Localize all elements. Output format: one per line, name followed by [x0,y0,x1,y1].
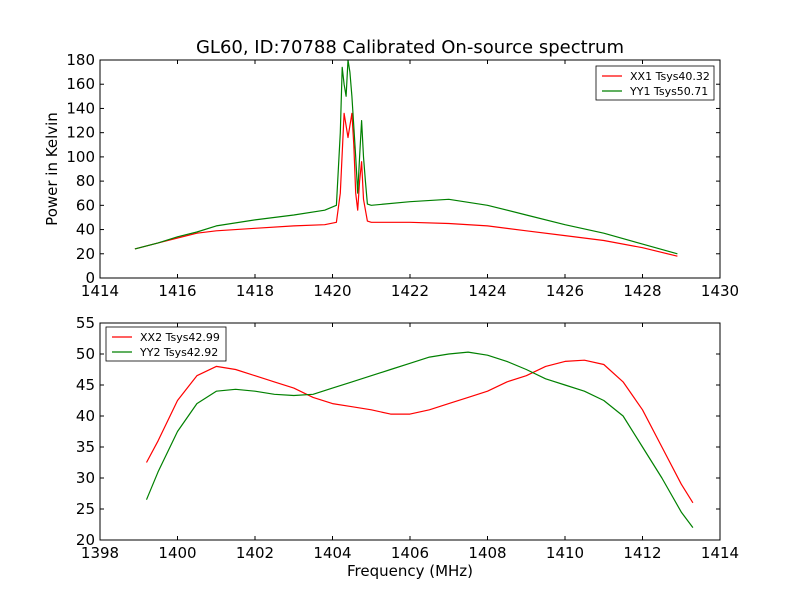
x-tick-label: 1428 [623,282,661,300]
y-tick-label: 35 [76,438,95,456]
y-tick-label: 25 [76,500,95,518]
x-tick-label: 1424 [468,282,506,300]
y-tick-label: 140 [66,99,95,117]
x-tick-label: 1400 [158,544,196,562]
x-tick-label: 1406 [391,544,429,562]
x-tick-label: 1412 [623,544,661,562]
x-axis-label: Frequency (MHz) [347,562,473,580]
legend-label: YY1 Tsys50.71 [629,85,708,98]
y-axis-label: Power in Kelvin [43,112,61,226]
y-tick-label: 55 [76,314,95,332]
x-tick-label: 1402 [236,544,274,562]
x-tick-label: 1422 [391,282,429,300]
y-tick-label: 160 [66,75,95,93]
x-tick-label: 1410 [546,544,584,562]
legend-label: YY2 Tsys42.92 [139,346,218,359]
series-line-1 [134,112,678,257]
x-tick-label: 1414 [701,544,739,562]
y-tick-label: 60 [76,196,95,214]
x-tick-label: 1426 [546,282,584,300]
x-tick-label: 1420 [313,282,351,300]
chart-title: GL60, ID:70788 Calibrated On-source spec… [196,37,624,58]
y-tick-label: 120 [66,124,95,142]
y-tick-label: 45 [76,376,95,394]
top-plot: GL60, ID:70788 Calibrated On-source spec… [43,37,739,300]
x-tick-label: 1430 [701,282,739,300]
y-tick-label: 30 [76,469,95,487]
y-tick-label: 50 [76,345,95,363]
x-tick-label: 1416 [158,282,196,300]
legend-box [595,65,715,101]
series-group [134,60,678,257]
legend: XX1 Tsys40.32 YY1 Tsys50.71 [595,65,715,101]
y-tick-label: 180 [66,51,95,69]
y-tick-label: 40 [76,221,95,239]
x-tick-label: 1414 [81,282,119,300]
y-tick-label: 40 [76,407,95,425]
series-line-2 [134,60,678,255]
bottom-plot: 1398 1400 1402 1404 1406 1408 1410 1412 1414 20 25… [76,314,739,580]
y-tick-label: 20 [76,531,95,549]
x-tick-label: 1408 [468,544,506,562]
x-tick-label: 1418 [236,282,274,300]
x-tick-label: 1404 [313,544,351,562]
y-tick-label: 0 [85,269,95,287]
legend-label: XX1 Tsys40.32 [630,70,710,83]
series-line-2 [145,351,694,528]
y-tick-label: 100 [66,148,95,166]
y-tick-label: 20 [76,245,95,263]
x-tick-label: 1398 [81,544,119,562]
y-tick-label: 80 [76,172,95,190]
legend: XX2 Tsys42.99 YY2 Tsys42.92 [105,326,227,362]
legend-label: XX2 Tsys42.99 [140,331,220,344]
series-group [145,351,694,528]
legend-box [105,326,227,362]
series-line-1 [145,359,694,504]
